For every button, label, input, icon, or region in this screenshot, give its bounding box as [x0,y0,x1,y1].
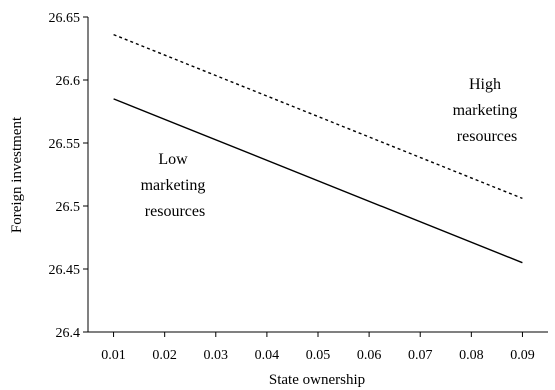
x-tick-label: 0.08 [459,348,484,363]
y-tick-label: 26.55 [49,137,81,152]
series-line-high-marketing-resources [113,33,523,200]
series-layer [113,33,523,264]
x-axis: 0.01 0.02 0.03 0.04 0.05 0.06 0.07 0.08 0.09 [101,332,535,363]
y-tick-label: 26.5 [56,200,81,215]
x-tick-label: 0.04 [255,348,280,363]
x-tick-label: 0.02 [152,348,177,363]
annotation-low-marketing-resources: Low marketing resources [141,151,210,220]
x-tick-label: 0.06 [357,348,382,363]
y-tick-label: 26.65 [49,11,81,26]
series-line-low-marketing-resources [113,98,523,264]
x-tick-label: 0.05 [306,348,331,363]
y-tick-label: 26.45 [49,263,81,278]
annotation-high-marketing-resources: High marketing resources [453,76,522,145]
x-tick-label: 0.03 [204,348,229,363]
y-axis: 26.4 26.45 26.5 26.55 26.6 26.65 [49,11,88,341]
y-tick-label: 26.6 [56,74,81,89]
y-tick-label: 26.4 [56,326,81,341]
y-axis-title: Foreign investment [9,116,25,233]
x-tick-label: 0.07 [408,348,433,363]
plot-area [87,17,548,333]
x-tick-label: 0.09 [510,348,535,363]
x-axis-title: State ownership [269,372,365,388]
x-tick-label: 0.01 [101,348,126,363]
